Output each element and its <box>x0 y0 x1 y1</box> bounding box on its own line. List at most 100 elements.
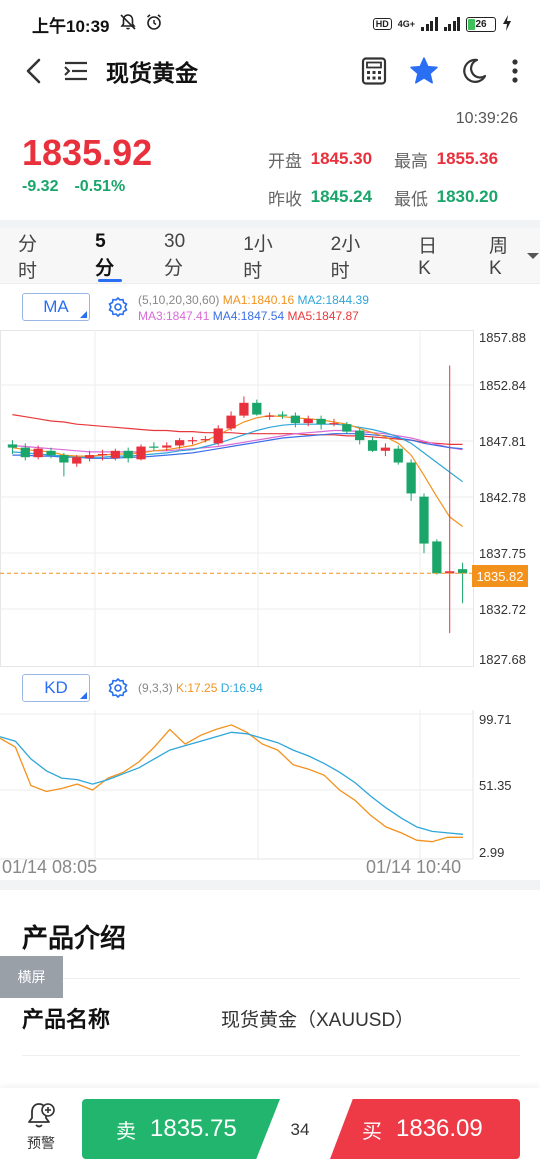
candle-body <box>265 415 275 417</box>
time-axis-end: 01/14 10:40 <box>366 857 462 877</box>
candle-body <box>342 424 352 432</box>
candle-body <box>457 569 468 574</box>
price-axis-tick: 1857.88 <box>479 330 526 345</box>
tab-30min[interactable]: 30分 <box>164 231 186 279</box>
tab-daily[interactable]: 日K <box>418 236 438 279</box>
charging-icon <box>502 14 512 34</box>
candle-body <box>174 440 185 446</box>
kd-chart[interactable]: 99.71 51.35 2.99 01/14 08:05 01/14 10:40 <box>0 710 540 880</box>
candle-body <box>432 541 442 574</box>
divider <box>0 880 540 890</box>
buy-button[interactable]: 买 1836.09 <box>330 1099 520 1159</box>
price-axis-tick: 1842.78 <box>479 490 526 505</box>
product-name-value: 现货黄金（XAUUSD） <box>221 1010 415 1031</box>
quote-panel: 10:39:26 1835.92 -9.32 -0.51% 开盘 1845.30… <box>0 104 540 216</box>
more-options-icon[interactable] <box>508 55 522 87</box>
low-label: 最低 <box>394 189 428 209</box>
calculator-icon[interactable] <box>358 55 390 87</box>
prev-close-value: 1845.24 <box>310 187 373 206</box>
open-label: 开盘 <box>268 151 302 171</box>
tab-1hour[interactable]: 1小时 <box>243 233 273 282</box>
ma2-value: MA2:1844.39 <box>297 293 369 307</box>
night-mode-icon[interactable] <box>458 55 490 87</box>
battery-level: 26 <box>475 18 487 30</box>
ma1-value: MA1:1840.16 <box>222 293 295 307</box>
top-bar: 现货黄金 <box>0 48 540 94</box>
intro-title: 产品介绍 <box>22 923 127 953</box>
candle-body <box>200 439 210 441</box>
candle-body <box>355 430 365 441</box>
ma-indicator-select[interactable]: MA <box>22 293 90 321</box>
candle-body <box>187 440 198 442</box>
landscape-button[interactable]: 横屏 <box>0 956 63 998</box>
sell-button[interactable]: 卖 1835.75 <box>82 1099 280 1159</box>
ma-settings-gear-icon[interactable] <box>108 297 128 322</box>
k-line <box>0 724 463 843</box>
d-line <box>0 731 464 835</box>
alert-label: 预警 <box>27 1135 55 1151</box>
price-axis-tick: 1837.75 <box>479 546 526 561</box>
divider <box>22 978 520 979</box>
candle-body <box>84 455 95 459</box>
candle-body <box>7 444 18 448</box>
high-value: 1855.36 <box>436 149 499 168</box>
kd-indicator-label: KD <box>44 678 68 697</box>
candle-body <box>123 450 133 459</box>
tab-5min[interactable]: 5分 <box>95 228 124 284</box>
kd-axis-tick: 2.99 <box>479 845 505 860</box>
candle-body <box>303 418 313 424</box>
kd-indicator-select[interactable]: KD <box>22 674 90 702</box>
candle-body <box>406 462 416 494</box>
menu-list-icon[interactable] <box>60 55 92 87</box>
kd-settings-gear-icon[interactable] <box>108 678 128 703</box>
sell-label: 卖 <box>116 1120 136 1143</box>
back-icon[interactable] <box>18 55 50 87</box>
network-type: 4G+ <box>397 19 415 29</box>
ma-params: (5,10,20,30,60) <box>138 293 220 307</box>
status-bar: 上午10:39 HD 4G+ 26 <box>0 0 540 48</box>
status-time: 上午10:39 <box>32 16 110 36</box>
ma5-value: MA5:1847.87 <box>287 309 359 323</box>
favorite-star-icon[interactable] <box>408 55 440 87</box>
alarm-icon <box>145 13 163 36</box>
low-value: 1830.20 <box>436 187 499 206</box>
candle-body <box>226 415 236 429</box>
price-change: -9.32 -0.51% <box>22 178 125 196</box>
candle-body <box>46 450 56 456</box>
current-price: 1835.92 <box>22 132 153 173</box>
current-price-tag: 1835.82 <box>472 565 528 587</box>
candle-body <box>329 423 339 425</box>
d-value: D:16.94 <box>220 681 263 695</box>
mute-icon <box>119 13 137 36</box>
ma5-line <box>12 414 463 446</box>
sell-price: 1835.75 <box>150 1115 237 1142</box>
quote-time: 10:39:26 <box>455 110 518 127</box>
candle-body <box>213 428 223 444</box>
candle-body <box>20 447 30 458</box>
candle-body <box>97 454 108 456</box>
candlestick-chart[interactable]: 1857.88 1852.84 1847.81 1842.78 1837.75 … <box>0 330 540 668</box>
price-axis-tick: 1832.72 <box>479 602 526 617</box>
dropdown-caret-icon[interactable] <box>526 245 540 267</box>
page-title: 现货黄金 <box>106 60 198 86</box>
kd-axis-tick: 51.35 <box>479 778 512 793</box>
candle-body <box>239 402 249 416</box>
ma-indicator-label: MA <box>43 297 69 316</box>
product-name-label: 产品名称 <box>22 1007 111 1032</box>
ma3-value: MA3:1847.41 <box>138 309 210 323</box>
tab-2hour[interactable]: 2小时 <box>330 233 361 282</box>
ma-legend: (5,10,20,30,60) MA1:1840.16 MA2:1844.39 … <box>138 292 533 324</box>
quote-stats: 开盘 1845.30 最高 1855.36 昨收 1845.24 最低 1830… <box>268 140 520 216</box>
alert-bell-icon <box>18 1100 64 1133</box>
candle-body <box>59 455 69 463</box>
tab-time-share[interactable]: 分时 <box>18 233 38 282</box>
candle-body <box>367 440 378 451</box>
kd-legend: (9,3,3) K:17.25 D:16.94 <box>138 680 263 696</box>
tab-weekly[interactable]: 周K <box>489 236 509 279</box>
spread-value: 34 <box>290 1120 310 1139</box>
candle-body <box>419 496 429 544</box>
candle-body <box>72 457 82 464</box>
candle-body <box>162 445 172 448</box>
alert-button[interactable]: 预警 <box>18 1100 64 1153</box>
period-tabs: 分时 5分 30分 1小时 2小时 日K 周K <box>0 228 540 284</box>
